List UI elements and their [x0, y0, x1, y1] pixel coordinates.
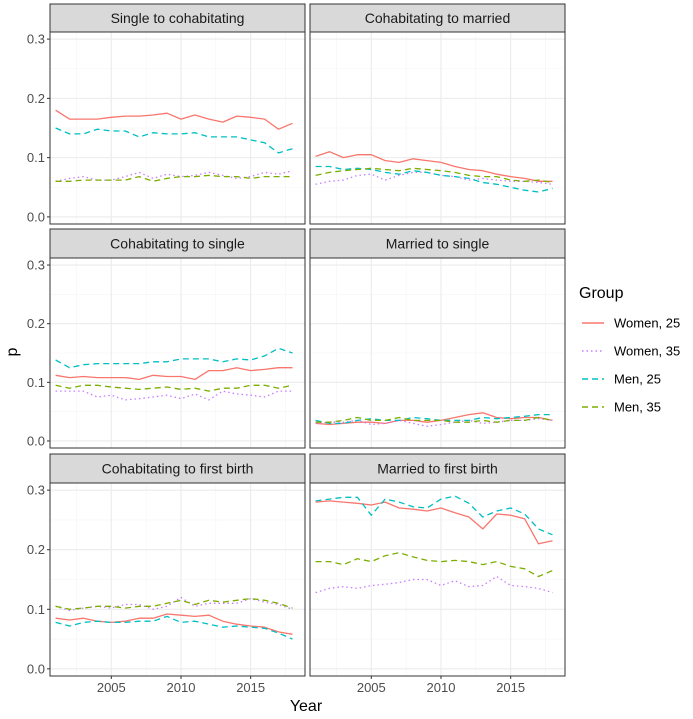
y-tick-label: 0.1 — [27, 375, 45, 390]
series-line-women-25 — [55, 367, 293, 381]
x-tick-label: 2005 — [357, 680, 386, 695]
y-tick-label: 0.1 — [27, 602, 45, 617]
facet-strip-title: Single to cohabitating — [111, 10, 245, 26]
series-line-men-35 — [55, 384, 293, 392]
y-tick-label: 0.3 — [27, 258, 45, 273]
facet-panel: Married to first birth — [309, 453, 566, 677]
y-tick-label: 0.0 — [27, 209, 45, 224]
y-tick-label: 0.2 — [27, 316, 45, 331]
facet-strip-title: Cohabitating to first birth — [102, 461, 254, 477]
facet-strip — [49, 3, 306, 33]
facet-panel: Single to cohabitating — [49, 3, 306, 225]
facet-strip — [309, 228, 566, 259]
series-line-men-25 — [55, 615, 293, 640]
series-line-women-35 — [315, 171, 553, 185]
series-line-women-35 — [55, 170, 293, 182]
legend-label: Men, 25 — [614, 372, 661, 387]
series-line-women-25 — [315, 500, 553, 545]
series-line-women-35 — [55, 596, 293, 612]
legend-label: Women, 25 — [614, 316, 680, 331]
series-line-men-35 — [55, 174, 293, 182]
facet-panel: Cohabitating to first birth — [49, 453, 306, 677]
facet-panels: Single to cohabitating Cohabitating to ma… — [49, 3, 566, 677]
facet-strip — [49, 228, 306, 259]
facet-strip-title: Married to first birth — [377, 461, 498, 477]
facet-strip — [309, 3, 566, 33]
x-tick-label: 2010 — [167, 680, 196, 695]
facet-panel: Cohabitating to single — [49, 228, 306, 449]
legend: Group Women, 25 Women, 35 Men, 25 Men, 35 — [579, 285, 680, 415]
legend-title: Group — [579, 285, 624, 302]
series-line-women-25 — [315, 412, 553, 426]
y-tick-label: 0.3 — [27, 32, 45, 47]
y-tick-label: 0.0 — [27, 661, 45, 676]
facet-panel: Cohabitating to married — [309, 3, 566, 225]
panel-border — [309, 482, 566, 677]
series-line-women-25 — [315, 151, 553, 182]
panel-border — [309, 257, 566, 449]
series-line-women-25 — [55, 613, 293, 635]
facet-strip-title: Married to single — [386, 236, 490, 252]
facet-strip-title: Cohabitating to single — [110, 236, 245, 252]
series-line-men-25 — [315, 413, 553, 425]
x-tick-label: 2015 — [236, 680, 265, 695]
x-axis-title: Year — [290, 698, 323, 714]
y-tick-label: 0.1 — [27, 150, 45, 165]
panel-border — [49, 31, 306, 225]
y-axis-title: p — [4, 347, 21, 356]
legend-label: Men, 35 — [614, 400, 661, 415]
y-tick-label: 0.0 — [27, 433, 45, 448]
series-line-women-35 — [315, 575, 553, 594]
legend-label: Women, 35 — [614, 344, 680, 359]
panel-border — [49, 257, 306, 449]
y-tick-label: 0.2 — [27, 542, 45, 557]
x-tick-label: 2010 — [427, 680, 456, 695]
series-line-women-25 — [55, 109, 293, 130]
facet-panel: Married to single — [309, 228, 566, 449]
facet-strip — [309, 453, 566, 484]
axes: 0.0 0.1 0.2 0.3 0.0 0.1 0.2 0.3 0.0 0.1 0.2 0.3 2005… — [27, 32, 525, 695]
series-line-men-35 — [315, 552, 553, 578]
panel-border — [49, 482, 306, 677]
series-line-men-25 — [55, 347, 293, 369]
series-line-men-25 — [315, 165, 553, 193]
x-tick-label: 2005 — [97, 680, 126, 695]
panel-border — [309, 31, 566, 225]
y-tick-label: 0.3 — [27, 483, 45, 498]
y-tick-label: 0.2 — [27, 91, 45, 106]
series-line-men-25 — [55, 127, 293, 154]
facet-strip-title: Cohabitating to married — [365, 10, 511, 26]
series-line-men-35 — [55, 597, 293, 610]
x-tick-label: 2015 — [496, 680, 525, 695]
